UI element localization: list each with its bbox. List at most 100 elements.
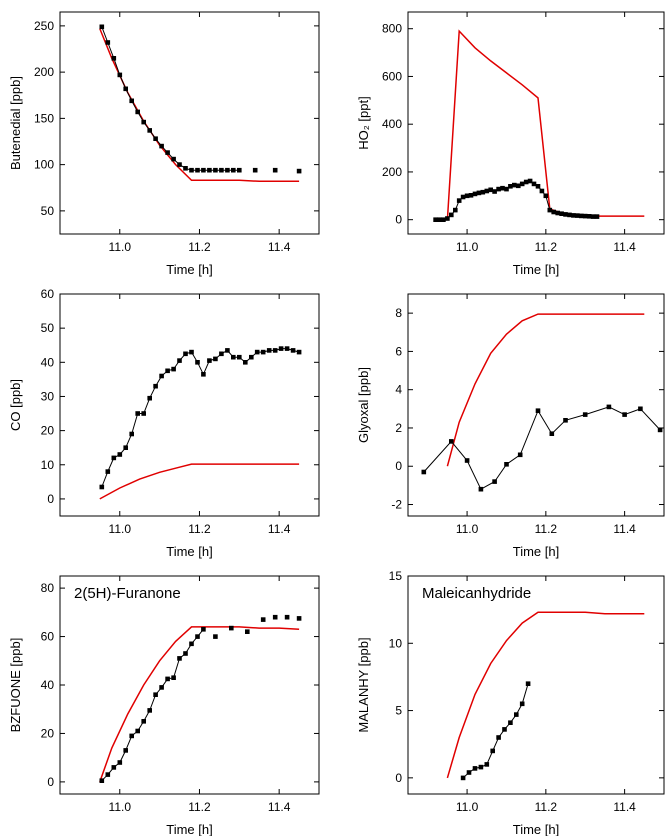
x-tick-label: 11.4 xyxy=(268,240,291,254)
y-axis-label: Glyoxal [ppb] xyxy=(356,367,371,443)
data-point xyxy=(478,764,484,770)
model-line xyxy=(99,626,300,783)
data-point xyxy=(219,167,224,173)
x-axis-label: Time [h] xyxy=(166,544,212,559)
data-point xyxy=(237,167,242,173)
data-point xyxy=(165,676,170,682)
data-point xyxy=(519,701,525,707)
data-point xyxy=(590,214,596,219)
data-point xyxy=(547,207,553,213)
data-point xyxy=(472,766,478,771)
data-point xyxy=(252,167,258,173)
y-tick-label: 10 xyxy=(41,458,55,472)
x-tick-label: 11.4 xyxy=(268,522,291,536)
chart-panel-1: 11.0 11.2 11.4 50 100 150 200 250 Time [h] Butene… xyxy=(8,11,320,277)
y-tick-label: 0 xyxy=(395,213,402,227)
data-point xyxy=(266,348,272,353)
data-point xyxy=(213,167,218,173)
data-point xyxy=(183,166,188,171)
data-point xyxy=(527,178,533,184)
data-point xyxy=(229,625,234,631)
data-point xyxy=(117,72,123,78)
x-axis-label: Time [h] xyxy=(513,262,559,277)
data-point xyxy=(492,189,497,194)
x-axis-label: Time [h] xyxy=(166,262,212,277)
data-point xyxy=(488,187,493,193)
y-tick-label: 0 xyxy=(395,459,402,473)
model-line xyxy=(446,29,645,220)
data-point xyxy=(135,411,140,416)
data-point xyxy=(563,418,568,423)
data-point xyxy=(99,778,105,783)
data-point xyxy=(504,462,509,467)
data-point xyxy=(153,692,158,697)
data-point xyxy=(123,445,128,450)
y-tick-label: 800 xyxy=(382,22,402,36)
data-point xyxy=(189,641,194,647)
data-point xyxy=(559,211,564,216)
y-tick-label: 0 xyxy=(395,771,402,785)
data-point xyxy=(260,349,266,355)
data-point xyxy=(123,86,128,92)
measured-line xyxy=(462,683,529,779)
plot-frame xyxy=(59,11,320,235)
data-point xyxy=(219,351,224,357)
data-point xyxy=(278,346,284,351)
data-point xyxy=(500,185,505,191)
data-point xyxy=(135,728,140,734)
y-axis-label: HO₂ [ppt] xyxy=(356,96,371,149)
data-point xyxy=(159,685,164,690)
data-point xyxy=(195,167,200,173)
data-point xyxy=(464,458,470,463)
data-point xyxy=(123,748,128,753)
data-point xyxy=(141,411,146,416)
x-tick-label: 11.0 xyxy=(456,800,479,814)
data-point xyxy=(272,167,278,173)
model-line xyxy=(446,611,645,779)
data-point xyxy=(525,681,531,686)
x-tick-label: 11.2 xyxy=(535,240,558,254)
data-point xyxy=(99,484,105,490)
y-tick-label: 40 xyxy=(41,355,55,369)
data-point xyxy=(535,184,541,189)
measured-line xyxy=(423,406,661,490)
data-point xyxy=(492,479,497,484)
data-point xyxy=(484,188,490,194)
y-tick-label: 50 xyxy=(41,204,55,218)
data-point xyxy=(207,358,212,363)
data-point xyxy=(165,368,170,374)
data-point xyxy=(490,748,495,754)
measured-line xyxy=(101,628,204,782)
data-point xyxy=(460,775,466,781)
x-axis-label: Time [h] xyxy=(166,822,212,836)
data-point xyxy=(183,651,188,656)
data-point xyxy=(237,354,242,360)
y-tick-label: 20 xyxy=(41,726,55,740)
y-tick-label: 200 xyxy=(382,165,402,179)
data-point xyxy=(159,373,164,379)
x-tick-label: 11.2 xyxy=(188,240,211,254)
data-point xyxy=(201,372,206,377)
data-point xyxy=(549,431,555,436)
model-line xyxy=(446,313,645,467)
data-point xyxy=(141,119,146,125)
data-point xyxy=(171,156,176,162)
data-point xyxy=(472,191,478,197)
data-point xyxy=(519,181,525,187)
data-point xyxy=(421,469,427,475)
data-point xyxy=(496,186,501,192)
chart-panel-5: 11.0 11.2 11.4 0 20 40 60 80 Time [h] BZFUONE [pp… xyxy=(8,575,320,836)
data-point xyxy=(582,412,588,417)
panel-annotation: 2(5H)-Furanone xyxy=(74,585,181,602)
data-point xyxy=(147,128,152,133)
data-point xyxy=(478,486,484,492)
data-point xyxy=(523,179,529,185)
data-point xyxy=(543,193,549,199)
data-point xyxy=(296,616,302,621)
model-line xyxy=(99,463,300,500)
data-point xyxy=(245,629,250,634)
y-tick-label: 60 xyxy=(41,287,55,301)
plot-frame xyxy=(407,11,665,235)
y-tick-label: 40 xyxy=(41,678,55,692)
data-point xyxy=(201,167,206,173)
